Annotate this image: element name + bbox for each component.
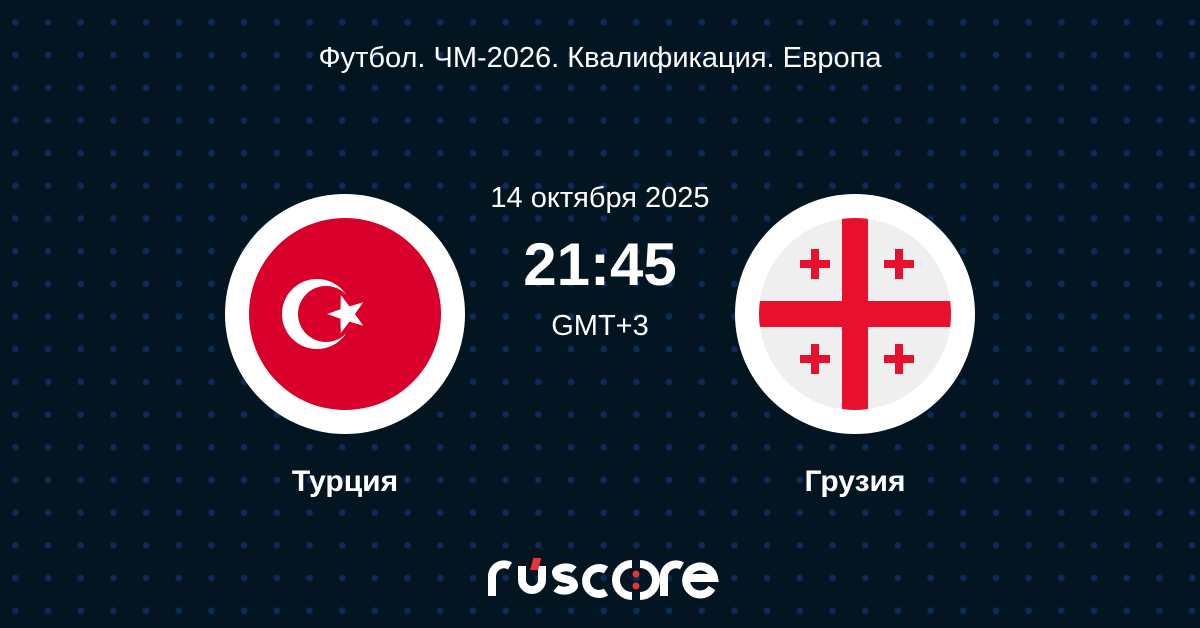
- georgia-flag-icon: [759, 218, 951, 410]
- competition-title: Футбол. ЧМ-2026. Квалификация. Европа: [318, 42, 882, 74]
- ruscore-logo: [488, 558, 719, 600]
- away-team-flag: [735, 194, 975, 434]
- match-timezone: GMT+3: [551, 310, 649, 342]
- away-team-name: Грузия: [804, 465, 906, 498]
- match-time: 21:45: [523, 231, 677, 298]
- home-team-flag: [225, 194, 465, 434]
- turkey-flag-icon: [249, 218, 441, 410]
- match-date: 14 октября 2025: [490, 182, 710, 214]
- home-team-name: Турция: [291, 465, 399, 498]
